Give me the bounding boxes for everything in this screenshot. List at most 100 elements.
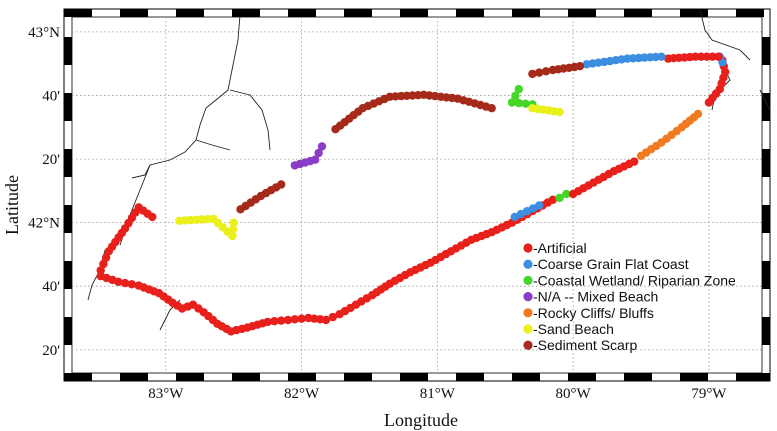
frame-top-segment (512, 9, 540, 17)
shore-point-wetland (514, 98, 523, 108)
frame-bottom-segment (624, 373, 652, 381)
shore-point-artificial (297, 314, 306, 323)
shore-point-artificial (120, 278, 130, 288)
frame-right-segment (762, 317, 770, 345)
legend-label-mixed: -N/A -- Mixed Beach (533, 289, 658, 305)
legend-label-wetland: -Coastal Wetland/ Riparian Zone (533, 272, 736, 288)
legend-label-scarp: -Sediment Scarp (533, 337, 637, 353)
frame-bottom-segment (456, 373, 484, 381)
shore-point-artificial (328, 312, 337, 322)
shore-point-artificial (270, 317, 279, 326)
shore-point-scarp (535, 68, 544, 77)
x-tick-label: 82°W (284, 386, 320, 402)
shoreline-points (96, 52, 730, 336)
shore-point-scarp (236, 205, 245, 214)
shore-point-artificial (101, 253, 111, 262)
legend-marker-artificial (523, 243, 533, 253)
frame-left-segment (64, 149, 72, 177)
frame-right-segment (762, 149, 770, 177)
frame-top-segment (624, 9, 652, 17)
legend-marker-scarp (523, 340, 533, 350)
shore-point-wetland (562, 189, 571, 199)
shore-point-wetland (511, 91, 520, 101)
frame-right-segment (762, 373, 770, 381)
frame-top-segment (456, 9, 484, 17)
shore-point-wetland (555, 193, 564, 203)
legend-marker-wetland (523, 275, 533, 285)
map-frame (63, 8, 771, 382)
frame-left-segment (64, 37, 72, 65)
y-tick-label: 20' (42, 152, 60, 168)
shore-point-artificial (114, 277, 123, 286)
frame-top-segment (64, 9, 92, 17)
frame-bottom-segment (176, 373, 204, 381)
shore-point-coarse (535, 201, 544, 210)
frame-bottom-segment (680, 373, 708, 381)
shore-point-sand (229, 218, 238, 227)
river-line (229, 89, 271, 151)
frame-right-segment (762, 37, 770, 65)
shore-point-scarp (528, 69, 537, 79)
shore-point-artificial (321, 315, 331, 325)
shore-point-artificial (99, 259, 108, 269)
x-tick-label: 79°W (691, 386, 727, 402)
frame-top-segment (176, 9, 204, 17)
legend-label-coarse: -Coarse Grain Flat Coast (533, 256, 689, 272)
y-axis-title: Latitude (2, 175, 22, 235)
x-axis-title: Longitude (384, 410, 458, 430)
frame-bottom-segment (400, 373, 428, 381)
frame-top-segment (736, 9, 764, 17)
legend-marker-coarse (523, 259, 533, 269)
frame-left-segment (64, 261, 72, 289)
y-tick-label: 20' (42, 343, 60, 359)
shore-point-sand (175, 216, 184, 225)
frame-top-segment (400, 9, 428, 17)
y-tick-label: 40' (42, 88, 60, 104)
shore-point-artificial (104, 247, 114, 256)
frame-right-segment (762, 205, 770, 233)
map-background (63, 8, 771, 382)
x-tick-label: 81°W (420, 386, 456, 402)
frame-bottom-segment (120, 373, 148, 381)
frame-bottom-segment (568, 373, 596, 381)
shore-point-artificial (290, 315, 299, 324)
frame-right-segment (762, 93, 770, 121)
shore-point-coarse (582, 60, 591, 69)
shore-point-scarp (548, 65, 557, 75)
legend: -Artificial-Coarse Grain Flat Coast-Coas… (523, 240, 736, 353)
frame-left-segment (64, 93, 72, 121)
river-line (195, 139, 231, 151)
frame-top-segment (680, 9, 708, 17)
shore-point-wetland (514, 84, 523, 94)
shore-point-artificial (283, 315, 293, 325)
shore-point-artificial (664, 54, 673, 63)
frame-bottom-segment (512, 373, 540, 381)
shore-point-scarp (541, 67, 551, 76)
legend-marker-mixed (523, 292, 533, 302)
shore-point-artificial (548, 195, 557, 204)
y-tick-label: 43°N (28, 25, 60, 41)
river-line (759, 89, 771, 111)
frame-right-segment (762, 261, 770, 289)
frame-top-segment (120, 9, 148, 17)
shore-point-artificial (96, 266, 105, 275)
legend-marker-rocky (523, 308, 533, 318)
shore-point-artificial (696, 52, 706, 61)
frame-left-segment (64, 317, 72, 345)
shore-point-wetland (507, 98, 517, 107)
river-line (131, 164, 151, 179)
frame-inner-border (71, 16, 763, 374)
frame-left-segment (64, 373, 72, 381)
frame-top-segment (232, 9, 260, 17)
y-tick-label: 42°N (28, 216, 60, 232)
shore-point-artificial (277, 316, 286, 325)
legend-label-artificial: -Artificial (533, 240, 587, 256)
river-line (699, 9, 751, 61)
shore-point-mixed (290, 161, 299, 170)
shore-point-scarp (331, 125, 340, 134)
frame-top-segment (568, 9, 596, 17)
frame-bottom-segment (344, 373, 372, 381)
shore-point-rocky (693, 109, 703, 119)
x-tick-label: 80°W (556, 386, 592, 402)
